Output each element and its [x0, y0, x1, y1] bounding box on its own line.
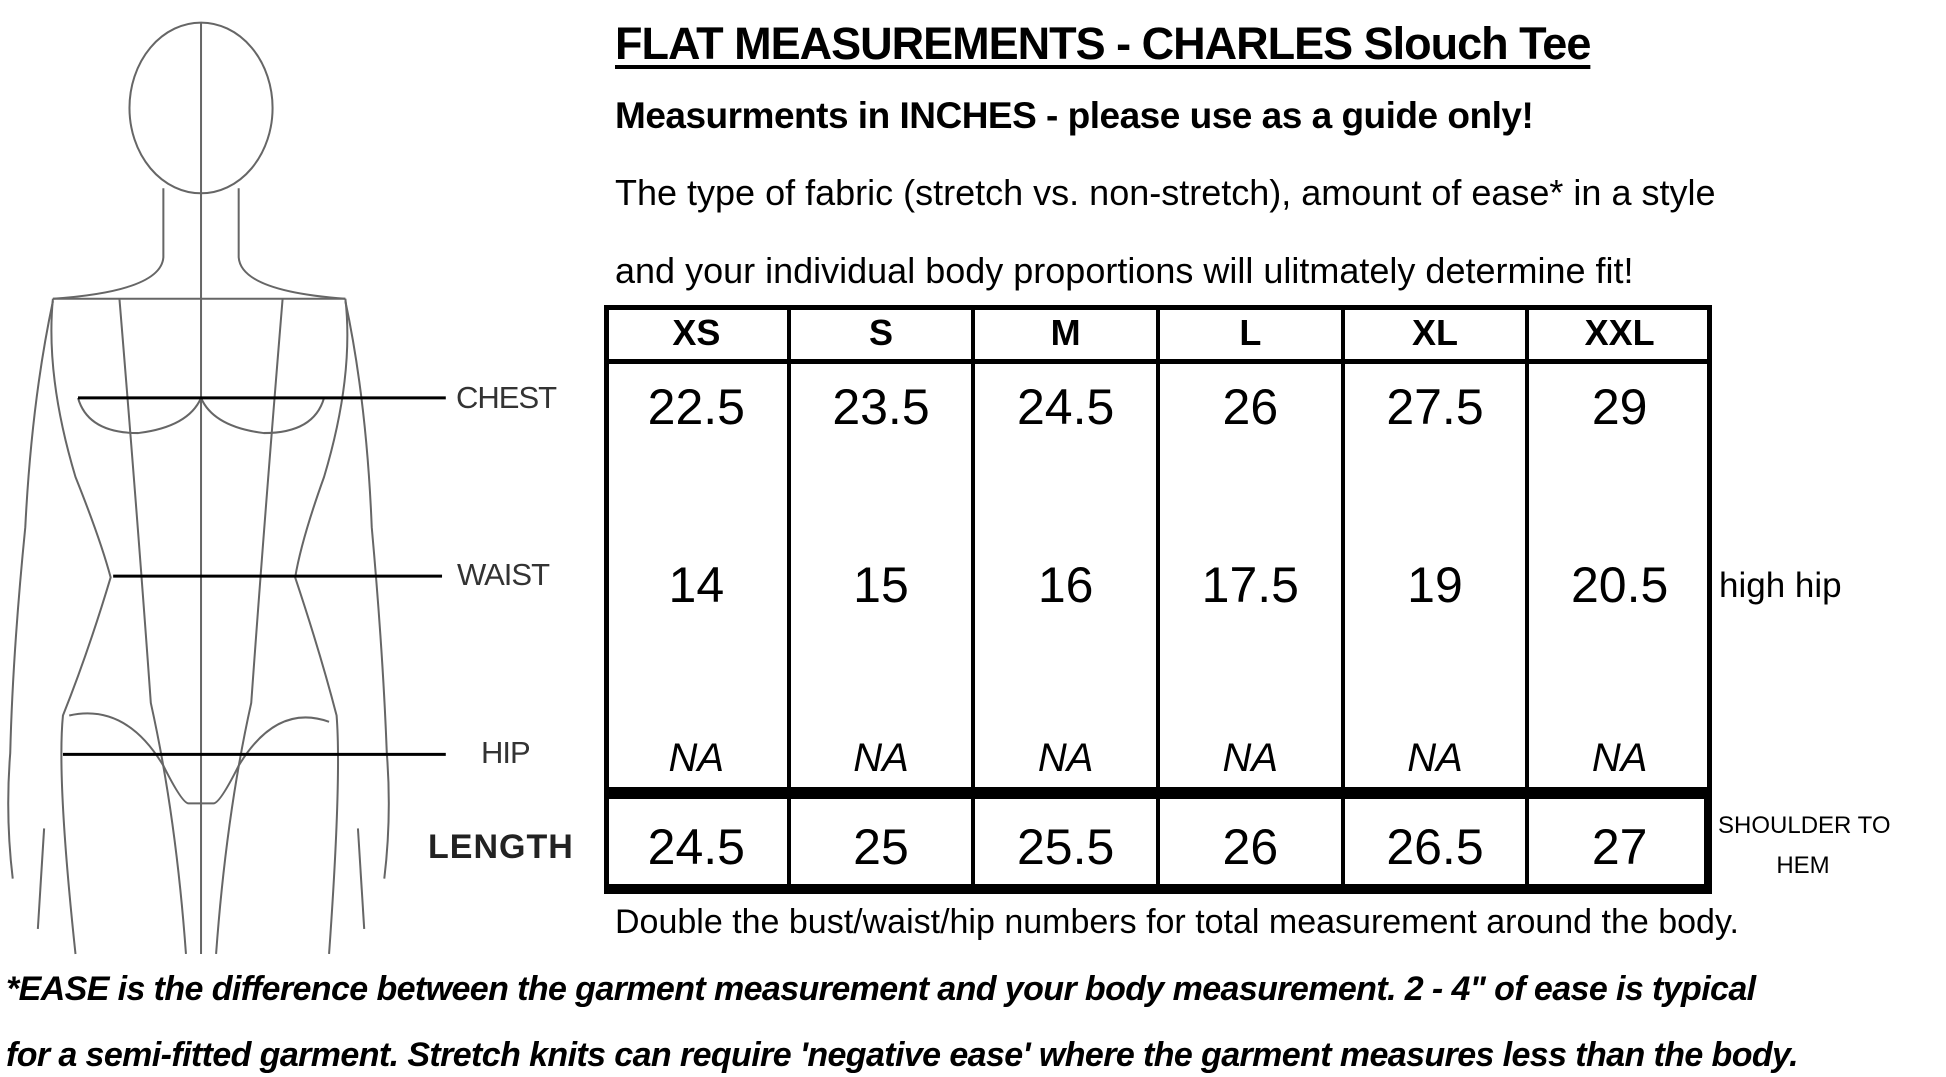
intro-line-1: The type of fabric (stretch vs. non-stre…: [615, 172, 1716, 213]
waist-label: WAIST: [457, 557, 550, 592]
cell-chest: 27.5: [1386, 379, 1484, 435]
page-title: FLAT MEASUREMENTS - CHARLES Slouch Tee: [615, 18, 1591, 69]
cell-hip: NA: [1407, 735, 1463, 780]
length-note: SHOULDER TO HEM: [1718, 806, 1891, 886]
cell-length: 27: [1591, 818, 1648, 875]
cell-waist: 17.5: [1201, 557, 1299, 613]
cell-length: 25: [853, 818, 909, 875]
cell-hip: NA: [668, 735, 725, 780]
cell-chest: 23.5: [832, 379, 930, 435]
cell-hip: NA: [853, 735, 909, 780]
cell-waist: 14: [668, 557, 725, 613]
cell-chest: 22.5: [647, 379, 745, 435]
column-divider: [1341, 305, 1345, 894]
column-divider: [1156, 305, 1160, 894]
size-header: L: [1239, 312, 1262, 353]
cell-chest: 29: [1591, 379, 1648, 435]
cell-waist: 15: [853, 557, 909, 613]
cell-length: 26: [1222, 818, 1279, 875]
size-header: S: [868, 312, 893, 353]
cell-hip: NA: [1222, 735, 1279, 780]
cell-length: 25.5: [1016, 818, 1115, 875]
cell-chest: 26: [1222, 379, 1279, 435]
cell-waist: 20.5: [1570, 557, 1669, 613]
ease-note-line-1: *EASE is the difference between the garm…: [6, 970, 1756, 1008]
table-border-right: [1707, 305, 1712, 787]
double-note: Double the bust/waist/hip numbers for to…: [615, 903, 1739, 941]
cell-length: 26.5: [1386, 818, 1484, 875]
ease-note-line-2: for a semi-fitted garment. Stretch knits…: [6, 1036, 1799, 1074]
cell-hip: NA: [1591, 735, 1648, 780]
waist-note: high hip: [1719, 566, 1842, 605]
column-divider: [971, 305, 975, 894]
size-chart-table: XS S M L XL XXL 22.5 23.5 24.5 26 27.5 29 14 15 16 17.5…: [604, 305, 1712, 894]
cell-waist: 19: [1407, 557, 1463, 613]
size-header: M: [1050, 312, 1081, 353]
length-label: LENGTH: [428, 828, 574, 866]
size-header: XL: [1411, 312, 1458, 353]
cell-hip: NA: [1037, 735, 1094, 780]
column-divider: [787, 305, 791, 894]
hip-label: HIP: [481, 735, 531, 770]
subtitle: Measurments in INCHES - please use as a …: [615, 95, 1534, 136]
length-note-line-2: HEM: [1776, 852, 1830, 879]
column-divider: [1525, 305, 1529, 894]
intro-line-2: and your individual body proportions wil…: [615, 250, 1634, 291]
size-header: XXL: [1584, 312, 1655, 353]
chest-label: CHEST: [456, 380, 557, 415]
cell-length: 24.5: [647, 818, 745, 875]
table-border-left: [604, 305, 609, 894]
size-header: XS: [672, 312, 721, 353]
length-border-right: [1704, 787, 1712, 894]
cell-waist: 16: [1037, 557, 1094, 613]
cell-chest: 24.5: [1016, 379, 1115, 435]
length-note-line-1: SHOULDER TO: [1718, 812, 1891, 839]
